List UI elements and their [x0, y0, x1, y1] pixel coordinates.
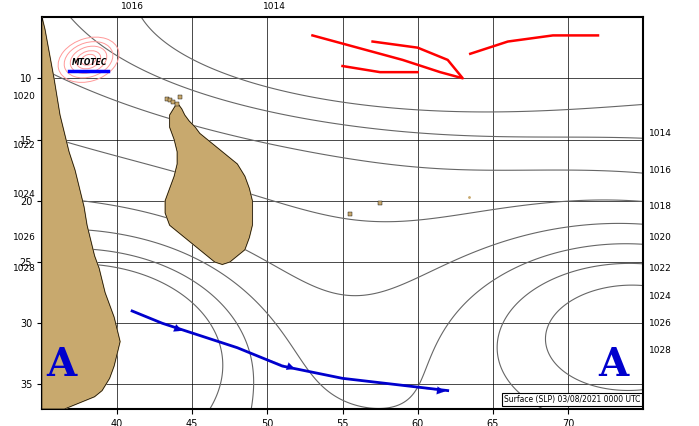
Text: 1020: 1020 [13, 92, 36, 101]
Polygon shape [42, 17, 120, 409]
Text: A: A [46, 346, 77, 384]
Text: 1022: 1022 [649, 264, 672, 273]
Text: 1016: 1016 [649, 166, 672, 175]
Text: 1026: 1026 [649, 319, 672, 328]
Text: 1020: 1020 [649, 233, 672, 242]
Text: A: A [598, 346, 628, 384]
Text: 1028: 1028 [649, 345, 672, 355]
Polygon shape [165, 103, 252, 265]
Text: 1016: 1016 [121, 2, 143, 11]
Text: 1022: 1022 [13, 141, 36, 150]
Text: 1024: 1024 [649, 292, 672, 301]
Text: 1018: 1018 [649, 202, 672, 211]
Text: 1028: 1028 [13, 264, 36, 273]
Text: 1014: 1014 [264, 2, 287, 11]
Text: 1014: 1014 [649, 129, 672, 138]
Text: 1024: 1024 [13, 190, 36, 199]
Text: Surface (SLP) 03/08/2021 0000 UTC: Surface (SLP) 03/08/2021 0000 UTC [504, 395, 640, 404]
Text: 1026: 1026 [13, 233, 36, 242]
